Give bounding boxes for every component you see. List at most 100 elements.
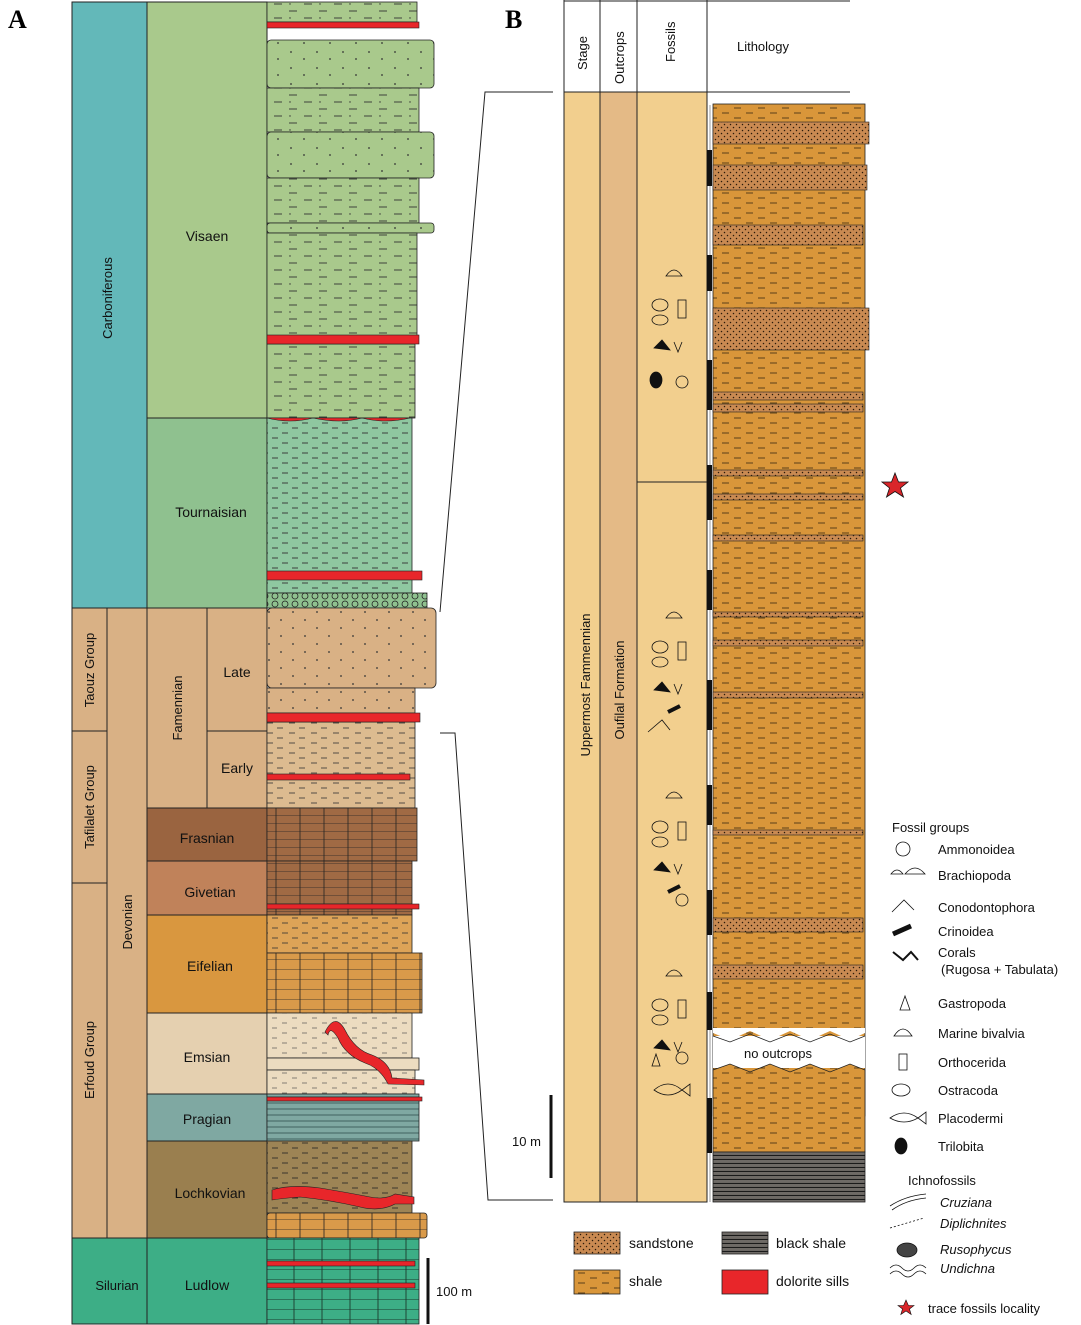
tournaisian-cell	[146, 417, 268, 609]
corals-icon	[892, 950, 919, 962]
trilobita-icon	[894, 1137, 908, 1155]
cruziana-icon	[889, 1193, 927, 1211]
connector-top	[439, 91, 553, 613]
crinoidea-icon	[891, 923, 913, 937]
ichnofossil-legend: Ichnofossils Cruziana Diplichnites Rusop…	[889, 1173, 1012, 1278]
dolorite-sills-swatch	[721, 1269, 769, 1295]
fossil-cluster-4	[651, 969, 691, 1097]
eifelian-label: Eifelian	[187, 958, 233, 974]
formation-label: Oufilal Formation	[612, 641, 627, 740]
legend-cruziana: Cruziana	[940, 1195, 992, 1210]
panel-b-columns: Uppermost Fammennian Oufilal Formation	[563, 91, 708, 1203]
devonian-group-cell	[71, 607, 148, 1239]
orthocerida-icon	[898, 1053, 908, 1071]
erfoud-group-label: Erfoud Group	[82, 1021, 97, 1099]
legend-undichna: Undichna	[940, 1261, 995, 1276]
stage-column-b	[563, 91, 601, 1203]
panel-b-label: B	[505, 5, 522, 34]
frasnian-cell	[146, 807, 268, 862]
emsian-cell	[146, 1012, 268, 1095]
panel-b-header: Stage Outcrops Fossils Lithology	[563, 0, 850, 93]
ostracoda-icon	[891, 1083, 911, 1097]
taouz-group-label: Taouz Group	[82, 633, 97, 707]
carboniferous-cell	[71, 1, 148, 609]
header-lithology: Lithology	[737, 39, 790, 54]
frasnian-label: Frasnian	[180, 830, 234, 846]
legend-ostracoda: Ostracoda	[938, 1083, 999, 1098]
late-label: Late	[223, 664, 250, 680]
lithology-column-b: no outcrops	[549, 103, 870, 1203]
legend-placodermi: Placodermi	[938, 1111, 1003, 1126]
conodontophora-icon	[891, 899, 915, 913]
ammonoidea-icon	[895, 841, 911, 857]
system-column: Carboniferous Devonian Taouz Group Tafil…	[71, 1, 148, 1325]
legend-corals: Corals	[938, 945, 976, 960]
locality-legend: trace fossils locality	[897, 1299, 1040, 1316]
fossil-cluster-1	[649, 269, 689, 389]
legend-shale: shale	[629, 1273, 663, 1289]
legend-ammonoidea: Ammonoidea	[938, 842, 1015, 857]
header-stage: Stage	[575, 36, 590, 70]
lochkovian-label: Lochkovian	[175, 1185, 246, 1201]
gastropoda-icon	[899, 994, 911, 1011]
rusophycus-icon	[896, 1242, 918, 1258]
fossil-cluster-2	[647, 611, 687, 733]
lochkovian-cell	[146, 1140, 268, 1239]
givetian-label: Givetian	[184, 884, 235, 900]
fossil-groups-title: Fossil groups	[892, 820, 970, 835]
tournaisian-label: Tournaisian	[175, 504, 247, 520]
trace-fossil-star-icon	[880, 471, 910, 498]
placodermi-icon	[889, 1111, 927, 1125]
legend-black-shale: black shale	[776, 1235, 846, 1251]
legend-crinoidea: Crinoidea	[938, 924, 994, 939]
sandstone-swatch	[573, 1231, 621, 1255]
legend-brachiopoda: Brachiopoda	[938, 868, 1012, 883]
header-outcrops: Outcrops	[612, 31, 627, 84]
no-outcrops-label: no outcrops	[744, 1046, 812, 1061]
legend-trilobita: Trilobita	[938, 1139, 985, 1154]
legend-locality: trace fossils locality	[928, 1301, 1040, 1316]
marine-bivalvia-icon	[893, 1028, 913, 1037]
shale-swatch	[573, 1269, 621, 1295]
famennian-label: Famennian	[170, 675, 185, 740]
lithology-column-a	[266, 1, 437, 1325]
ludlow-label: Ludlow	[185, 1277, 230, 1293]
legend-corals-detail: (Rugosa + Tabulata)	[941, 962, 1058, 977]
scale-100m-label: 100 m	[436, 1284, 472, 1299]
tafilalet-group-label: Tafilalet Group	[82, 765, 97, 849]
fossils-column-b	[636, 91, 708, 1203]
legend-dolorite-sills: dolorite sills	[776, 1273, 849, 1289]
silurian-cell	[71, 1237, 148, 1325]
carboniferous-label: Carboniferous	[100, 257, 115, 339]
connector-bottom	[440, 732, 553, 1201]
scale-10m-label: 10 m	[512, 1134, 541, 1149]
legend-marine-bivalvia: Marine bivalvia	[938, 1026, 1025, 1041]
panel-a-label: A	[8, 5, 27, 34]
emsian-label: Emsian	[184, 1049, 231, 1065]
fossil-icons	[647, 269, 691, 1097]
visaen-cell	[146, 1, 268, 419]
legend-conodontophora: Conodontophora	[938, 900, 1036, 915]
fossil-cluster-3	[651, 791, 689, 907]
visaen-label: Visaen	[186, 228, 229, 244]
givetian-cell	[146, 860, 268, 916]
legend-orthocerida: Orthocerida	[938, 1055, 1007, 1070]
black-shale-swatch	[721, 1231, 769, 1255]
early-label: Early	[221, 760, 253, 776]
legend-gastropoda: Gastropoda	[938, 996, 1007, 1011]
lithology-legend: sandstone shale black shale dolorite sil…	[573, 1231, 849, 1295]
pragian-label: Pragian	[183, 1111, 231, 1127]
legend-rusophycus: Rusophycus	[940, 1242, 1012, 1257]
header-fossils: Fossils	[663, 21, 678, 62]
devonian-label: Devonian	[120, 895, 135, 950]
locality-star-icon	[897, 1299, 915, 1316]
brachiopoda-icon	[890, 867, 926, 875]
fossil-legend: Fossil groups Ammonoidea Brachiopoda Con…	[889, 820, 1058, 1155]
stage-name-label: Uppermost Fammennian	[578, 613, 593, 756]
undichna-icon	[889, 1264, 927, 1278]
ichnofossils-title: Ichnofossils	[908, 1173, 976, 1188]
legend-diplichnites: Diplichnites	[940, 1216, 1007, 1231]
diplichnites-icon	[889, 1217, 925, 1229]
stage-column: Visaen Tournaisian Famennian Late Early …	[146, 1, 268, 1325]
